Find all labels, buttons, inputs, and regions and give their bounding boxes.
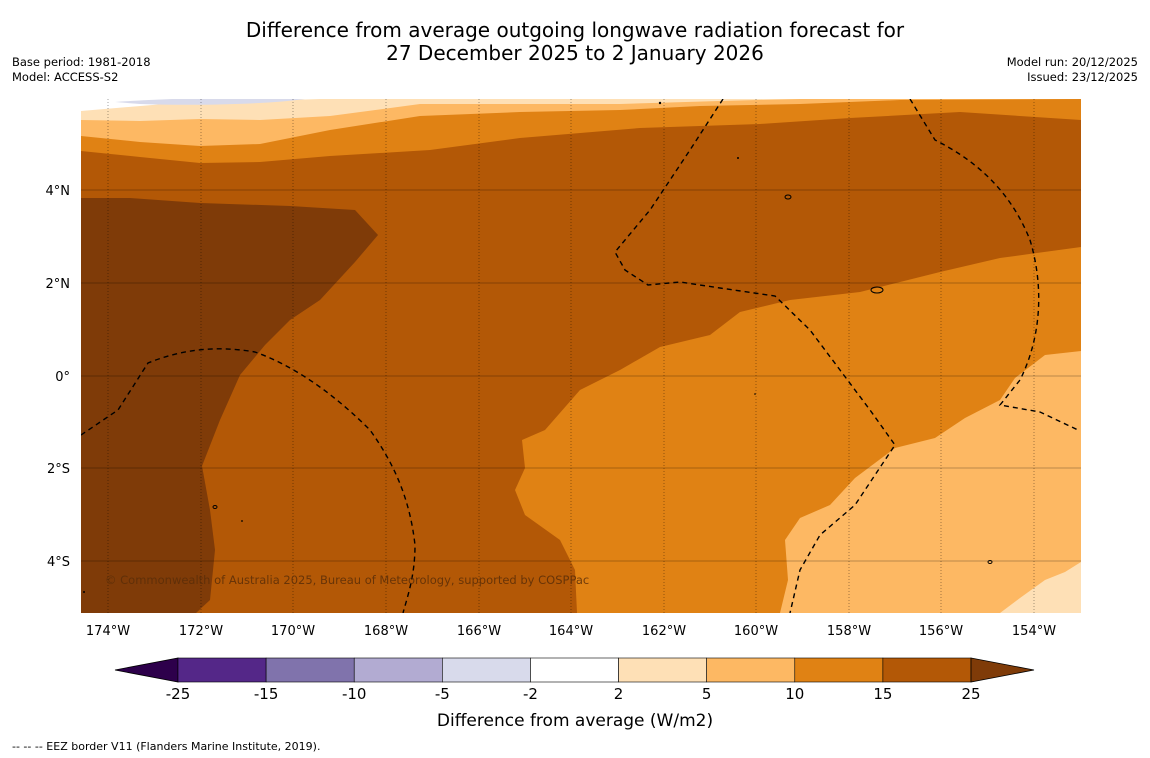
lon-label: 160°W — [734, 624, 778, 639]
eez-borders — [81, 99, 1079, 613]
colorbar-segment — [177, 657, 267, 683]
lon-label: 158°W — [827, 624, 871, 639]
band-2-5-southeast — [1000, 562, 1081, 613]
colorbar-segment — [882, 657, 972, 683]
colorbar-tick-label: -15 — [254, 685, 279, 703]
colorbar-tick-label: 25 — [961, 685, 980, 703]
lon-label: 164°W — [549, 624, 593, 639]
colorbar-label: Difference from average (W/m2) — [437, 711, 713, 731]
colorbar-segment — [442, 657, 531, 683]
title-line-1: Difference from average outgoing longwav… — [245, 18, 905, 42]
colorbar-tick-label: -2 — [523, 685, 538, 703]
colorbar-tick-label: 5 — [702, 685, 712, 703]
colorbar-tick-labels: -25 -15 -10 -5 -2 2 5 10 15 25 — [166, 685, 981, 703]
colorbar-segment — [618, 657, 707, 683]
map-title: Difference from average outgoing longwav… — [0, 19, 1150, 65]
colorbar-tick-label: -10 — [342, 685, 367, 703]
lon-label: 156°W — [919, 624, 963, 639]
lon-label: 154°W — [1012, 624, 1056, 639]
colorbar-tick-label: 15 — [873, 685, 892, 703]
lon-label: 172°W — [179, 624, 223, 639]
issued-date: Issued: 23/12/2025 — [1027, 70, 1138, 84]
eez-footnote: -- -- -- EEZ border V11 (Flanders Marine… — [12, 740, 321, 753]
lat-label: 4°S — [47, 555, 70, 570]
band-neg5-neg2-north — [115, 99, 305, 105]
lon-label: 166°W — [457, 624, 501, 639]
colorbar-segments — [177, 657, 972, 683]
model-run: Model run: 20/12/2025 — [1006, 55, 1138, 69]
lat-label: 0° — [55, 370, 70, 385]
colorbar-over-arrow — [970, 657, 1035, 683]
colorbar-tick-label: -5 — [435, 685, 450, 703]
colorbar-tick-label: 10 — [785, 685, 804, 703]
lon-label: 168°W — [364, 624, 408, 639]
colorbar-segment — [706, 657, 796, 683]
lat-label: 2°N — [46, 277, 71, 292]
band-over-25 — [81, 198, 378, 613]
colorbar-tick-label: -25 — [166, 685, 191, 703]
lat-label: 2°S — [47, 462, 70, 477]
metadata-left: Base period: 1981-2018 Model: ACCESS-S2 — [12, 55, 151, 85]
lon-label: 170°W — [271, 624, 315, 639]
colorbar-segment — [265, 657, 355, 683]
band-5-10-southeast — [780, 351, 1081, 613]
lon-label: 174°W — [86, 624, 130, 639]
base-period: Base period: 1981-2018 — [12, 55, 151, 69]
map-plot-area — [81, 99, 1081, 613]
title-line-2: 27 December 2025 to 2 January 2026 — [386, 41, 764, 65]
island-dots — [83, 101, 756, 593]
band-2-5-north — [81, 99, 800, 121]
longitude-labels: 174°W 172°W 170°W 168°W 166°W 164°W 162°… — [86, 624, 1056, 639]
model-name: Model: ACCESS-S2 — [12, 70, 119, 84]
copyright-notice: © Commonwealth of Australia 2025, Bureau… — [105, 573, 589, 587]
latitude-labels: 4°N 2°N 0° 2°S 4°S — [46, 184, 71, 570]
colorbar-under-arrow — [114, 657, 179, 683]
colorbar-segment — [794, 657, 884, 683]
colorbar-tick-label: 2 — [614, 685, 624, 703]
lat-label: 4°N — [46, 184, 71, 199]
colorbar-segment — [530, 657, 619, 683]
colorbar-segment — [353, 657, 443, 683]
latitude-gridlines — [81, 189, 1081, 562]
metadata-right: Model run: 20/12/2025 Issued: 23/12/2025 — [1007, 55, 1138, 85]
islands — [212, 194, 993, 564]
lon-label: 162°W — [642, 624, 686, 639]
